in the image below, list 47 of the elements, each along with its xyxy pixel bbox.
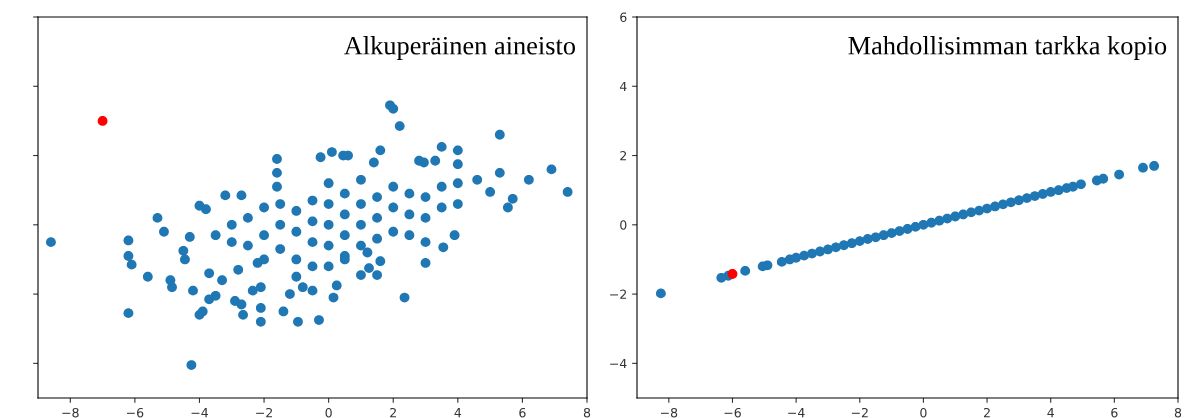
y-tick-label: 2 — [620, 151, 627, 161]
point — [815, 246, 825, 257]
x-tick-label: −4 — [191, 408, 208, 418]
x-tick-label: −8 — [660, 407, 678, 418]
point — [740, 265, 751, 276]
x-tick-label: 0 — [325, 407, 332, 418]
point — [776, 256, 787, 267]
point — [1076, 179, 1086, 190]
x-tick-label: −2 — [256, 407, 273, 418]
point — [655, 288, 666, 299]
point — [1138, 162, 1148, 173]
y-tick-label: 6 — [620, 12, 627, 22]
x-tick-label: −4 — [788, 408, 805, 418]
x-tick-label: −6 — [724, 407, 741, 418]
y-tick-label: 4 — [619, 81, 627, 92]
point — [894, 226, 905, 236]
point — [830, 242, 841, 253]
x-tick-label: 6 — [1111, 407, 1118, 418]
x-tick-label: 0 — [920, 407, 927, 418]
point — [910, 221, 921, 232]
point — [727, 269, 738, 279]
x-tick-label: 4 — [454, 408, 462, 418]
x-tick-label: 2 — [390, 407, 396, 418]
point — [854, 236, 865, 247]
point — [902, 224, 913, 234]
point — [1068, 181, 1078, 192]
x-tick-label: 4 — [1047, 408, 1054, 418]
point — [1037, 189, 1048, 199]
x-tick-label: 8 — [583, 407, 591, 418]
point — [1114, 169, 1125, 180]
point — [982, 203, 992, 214]
x-tick-label: −8 — [62, 407, 79, 418]
text: Mahdollisimman tarkka kopio — [848, 36, 1167, 60]
point — [990, 201, 1000, 212]
x-tick-label: −6 — [126, 407, 144, 418]
text: Alkuperäinen aineisto — [343, 36, 576, 60]
x-tick-label: 2 — [984, 407, 990, 418]
y-tick-label: 0 — [620, 220, 627, 230]
point — [1098, 173, 1109, 184]
point — [1149, 161, 1160, 171]
x-tick-label: 6 — [519, 407, 526, 418]
y-tick-label: −4 — [610, 359, 627, 369]
y-tick-label: −2 — [610, 289, 627, 299]
point — [918, 219, 929, 230]
x-tick-label: −2 — [851, 407, 868, 418]
x-tick-label: 8 — [1174, 407, 1182, 418]
point — [791, 252, 802, 263]
